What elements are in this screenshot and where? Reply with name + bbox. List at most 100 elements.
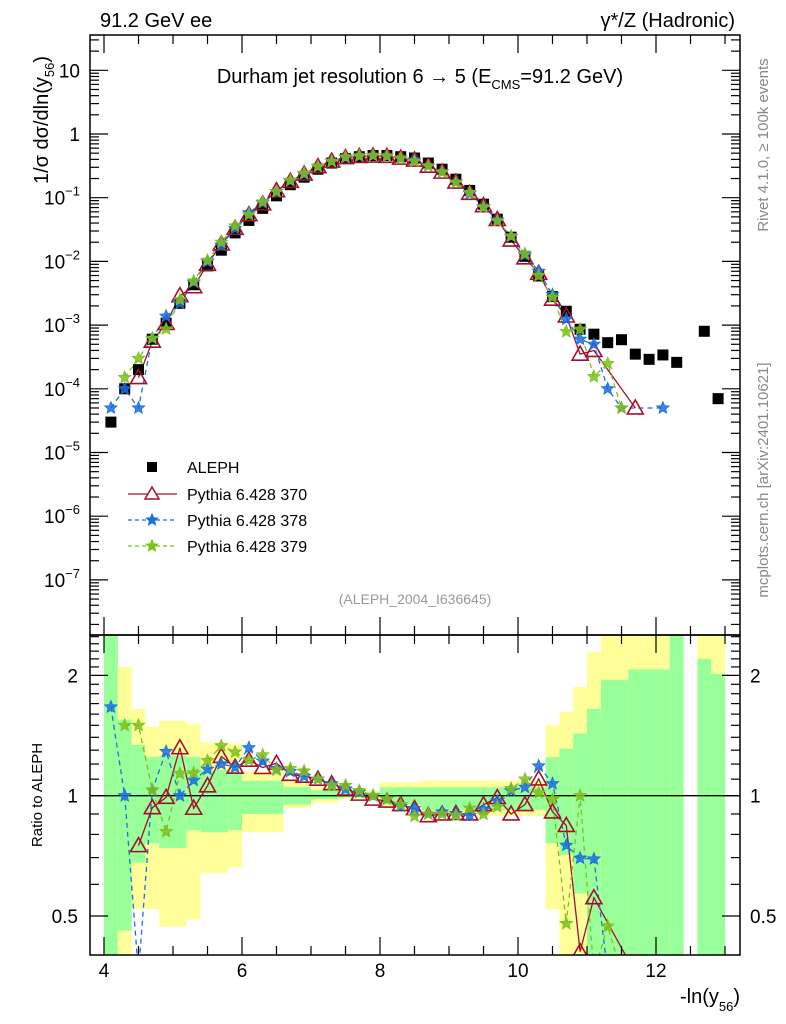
aleph-data-point <box>616 334 627 346</box>
p379-star-point <box>572 788 588 802</box>
p378-star-point <box>559 311 574 326</box>
stat-uncertainty-band <box>711 673 725 955</box>
stat-uncertainty-band <box>311 790 339 800</box>
aleph-data-point <box>271 190 282 202</box>
aleph-data-point <box>105 416 117 428</box>
p379-line <box>124 154 623 409</box>
p370-triangle-point <box>570 344 590 361</box>
p379-star-point <box>269 762 284 777</box>
p370-triangle-point <box>349 784 369 801</box>
p370-triangle-point <box>584 888 604 905</box>
mcplots-citation-text: mcplots.cern.ch [arXiv:2401.10621] <box>755 362 772 597</box>
aleph-data-point <box>671 356 683 368</box>
p379-star-point <box>559 324 574 338</box>
p379-star-point <box>145 782 160 797</box>
stat-uncertainty-band <box>117 719 132 931</box>
aleph-data-point <box>712 393 724 405</box>
p379-star-point <box>227 744 243 759</box>
p379-star-point <box>490 213 505 228</box>
p379-star-point <box>145 330 160 345</box>
p379-star-point <box>407 808 422 823</box>
p379-star-point <box>172 292 188 306</box>
p378-star-point <box>600 381 615 395</box>
aleph-data-point <box>229 227 241 239</box>
p370-triangle-point <box>156 787 176 805</box>
legend-label: ALEPH <box>187 460 239 477</box>
p370-triangle-point <box>377 791 397 808</box>
p379-star-point <box>310 159 326 173</box>
p370-triangle-point <box>142 331 162 348</box>
p379-star-point <box>172 765 188 780</box>
p370-triangle-point <box>501 230 521 247</box>
p378-star-point <box>200 761 215 776</box>
p378-star-point <box>586 851 602 866</box>
p370-triangle-point <box>184 798 204 816</box>
p378-star-point <box>545 776 560 790</box>
p379-star-point <box>421 158 436 173</box>
p379-star-point <box>407 153 422 168</box>
p379-star-point <box>324 153 339 168</box>
p370-triangle-point <box>529 769 549 786</box>
p379-star-point <box>158 321 174 336</box>
y-tick-label: 10 <box>59 61 80 82</box>
legend-item-aleph: ALEPH <box>147 460 239 477</box>
p379-star-point <box>393 150 408 165</box>
x-tick-label: 8 <box>375 961 386 982</box>
p379-star-point <box>600 918 615 933</box>
p378-star-point <box>117 788 132 802</box>
p379-star-point <box>545 289 560 304</box>
p378-star-point <box>172 788 188 802</box>
stat-uncertainty-band <box>628 669 670 955</box>
stat-uncertainty-band <box>697 658 712 955</box>
p370-triangle-point <box>529 263 549 281</box>
p379-star-point <box>448 174 464 189</box>
p370-triangle-point <box>572 942 588 955</box>
p379-star-point <box>186 765 201 780</box>
p370-triangle-point <box>129 367 148 385</box>
p378-star-point <box>158 743 174 758</box>
p379-star-point <box>434 806 450 821</box>
p379-star-point <box>338 777 353 792</box>
legend-item-p378: Pythia 6.428 378 <box>128 512 307 530</box>
aleph-data-point <box>560 305 572 317</box>
ratio-y-tick-label-right: 1 <box>750 787 761 808</box>
legend-star-marker <box>145 512 159 526</box>
y-tick-label: 10−5 <box>44 439 80 465</box>
p379-star-point <box>517 771 533 786</box>
main-plot-marks <box>103 146 724 428</box>
p379-star-point <box>476 199 491 214</box>
p378-star-point <box>255 753 270 768</box>
ratio-y-tick-label: 0.5 <box>52 907 78 928</box>
p379-star-point <box>131 350 146 365</box>
p370-triangle-point <box>543 802 562 819</box>
p379-star-point <box>490 799 505 813</box>
y-tick-label: 10−2 <box>44 247 80 273</box>
stat-uncertainty-band <box>200 769 229 833</box>
p379-star-point <box>379 148 395 163</box>
rivet-version-text: Rivet 4.1.0, ≥ 100k events <box>755 58 772 231</box>
p379-star-point <box>393 797 408 811</box>
p379-star-point <box>421 806 436 821</box>
p370-line <box>137 155 636 409</box>
p378-star-point <box>531 758 546 773</box>
p378-star-point <box>586 336 602 351</box>
p378-star-point <box>103 400 119 415</box>
p378-star-point <box>572 331 588 346</box>
p378-star-point <box>517 779 533 794</box>
analysis-id: (ALEPH_2004_I636645) <box>339 591 492 607</box>
p379-star-point <box>296 165 312 180</box>
p370-triangle-point <box>515 794 535 812</box>
legend-square-marker <box>147 462 157 472</box>
x-tick-label: 12 <box>645 961 666 982</box>
p379-star-point <box>269 184 284 198</box>
p379-star-point <box>131 717 146 732</box>
legend-item-p379: Pythia 6.428 379 <box>128 538 307 556</box>
p379-star-point <box>241 207 257 221</box>
plot-title: Durham jet resolution 6 → 5 (ECMS=91.2 G… <box>217 66 623 92</box>
p370-triangle-point <box>543 289 562 307</box>
aleph-data-point <box>629 348 641 360</box>
aleph-data-point <box>657 349 669 361</box>
p378-star-point <box>241 740 257 754</box>
ratio-y-tick-label: 1 <box>67 787 78 808</box>
